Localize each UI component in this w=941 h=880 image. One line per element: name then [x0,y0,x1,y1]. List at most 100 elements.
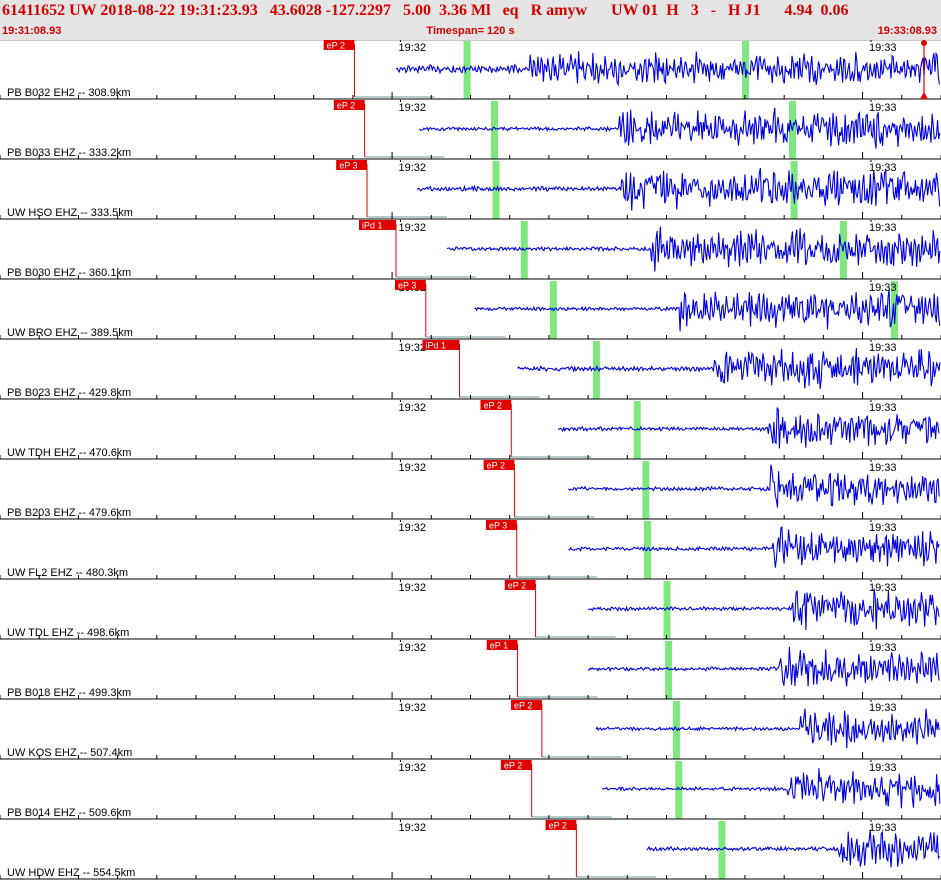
trace-row: 19:32 19:33 eP 2 UW TDH EHZ -- 470.6km [0,400,941,460]
minute-label: 19:33 [869,162,897,174]
pick-label-box [336,160,367,170]
minute-label: 19:32 [398,582,426,594]
minute-label: 19:33 [869,402,897,414]
station-label: UW TDL EHZ -- 498.6km [7,627,129,639]
s-window-marker [592,341,600,399]
minute-label: 19:33 [869,42,897,54]
station-label: PB B014 EHZ -- 509.6km [7,807,131,819]
s-window-marker [642,461,650,519]
trace-row: 19:32 19:33 eP 2 PB B033 EHZ -- 333.2km [0,100,941,160]
event-summary-line: 61411652 UW 2018-08-22 19:31:23.93 43.60… [2,2,849,19]
minute-label: 19:32 [398,702,426,714]
trace-row: 19:32 19:33 eP 2 PB B203 EHZ -- 479.6km [0,460,941,520]
waveform-trace [646,829,940,868]
trace-row: 19:32 19:33 eP 2 UW KOS EHZ -- 507.4km [0,700,941,760]
minute-label: 19:33 [869,822,897,834]
waveform-trace [416,167,941,211]
waveform-trace [568,525,940,568]
pick-label: eP 1 [490,641,508,651]
waveform-trace [517,348,941,389]
minute-label: 19:32 [398,462,426,474]
pick-label: eP 2 [487,461,505,471]
minute-label: 19:32 [398,42,426,54]
pick-label-box [545,820,577,830]
s-window-marker [491,101,499,159]
minute-label: 19:33 [869,102,897,114]
pick-label-box [359,220,397,230]
minute-label: 19:32 [398,342,426,354]
trace-row: 19:32 19:33 eP 3 UW FL2 EHZ -- 480.3km [0,520,941,580]
pick-label-box [480,400,512,410]
pick-label-box [323,40,355,50]
end-time-label: 19:33:08.93 [877,25,937,37]
minute-label: 19:32 [398,642,426,654]
waveform-trace [395,51,940,87]
pick-label-box [504,580,536,590]
waveform-trace [474,289,941,332]
s-window-marker [665,641,673,699]
s-window-marker [790,161,798,219]
minute-label: 19:33 [869,582,897,594]
pick-label-box [486,640,518,650]
trace-row: 19:32 19:33 eP 3 UW HSO EHZ -- 333.5km [0,160,941,220]
station-label: PB B033 EHZ -- 333.2km [7,147,131,159]
pick-label: eP 3 [398,281,416,291]
pick-label: eP 2 [327,41,345,51]
pick-label-box [511,700,542,710]
waveform-trace [419,107,941,149]
trace-row: 19:32 19:33 eP 2 PB B032 EH2 -- 308.9km [0,40,941,100]
trace-row: 19:32 19:33 eP 2 PB B014 EHZ -- 509.6km [0,760,941,820]
s-window-marker [663,581,671,639]
waveform-trace [587,646,940,687]
waveform-trace [446,226,941,272]
pick-label: iPd 1 [362,221,383,231]
trace-row: 19:32 19:33 eP 1 PB B018 EHZ -- 499.3km [0,640,941,700]
minute-label: 19:33 [869,702,897,714]
s-window-marker [633,401,641,459]
timespan-label: Timespan= 120 s [426,25,515,37]
station-label: UW KOS EHZ -- 507.4km [7,747,132,759]
trace-row: 19:32 19:33 eP 2 UW TDL EHZ -- 498.6km [0,580,941,640]
minute-label: 19:33 [869,222,897,234]
pick-label: eP 2 [504,761,522,771]
event-header: 61411652 UW 2018-08-22 19:31:23.93 43.60… [0,0,941,41]
minute-label: 19:33 [869,522,897,534]
waveform-trace [588,588,940,631]
station-label: UW HDW EHZ -- 554.5km [7,867,135,879]
s-window-marker [463,41,471,99]
pick-label-box [333,100,365,110]
pick-label: iPd 1 [426,341,447,351]
minute-label: 19:33 [869,462,897,474]
pick-label-box [422,340,460,350]
pick-label-box [500,760,532,770]
trace-row: 19:32 19:33 iPd 1 PB B023 EHZ -- 429.8km [0,340,941,400]
station-label: UW TDH EHZ -- 470.6km [7,447,131,459]
pick-label-box [485,520,517,530]
trace-row: 19:32 19:33 eP 2 UW HDW EHZ -- 554.5km [0,820,941,880]
end-marker-arrow [920,92,928,99]
minute-label: 19:33 [869,282,897,294]
minute-label: 19:32 [398,162,426,174]
waveform-trace [557,407,940,449]
pick-label-box [395,280,426,290]
station-label: UW HSO EHZ -- 333.5km [7,207,133,219]
minute-label: 19:32 [398,222,426,234]
waveform-trace [602,768,941,809]
minute-label: 19:33 [869,762,897,774]
minute-label: 19:32 [398,762,426,774]
minute-label: 19:32 [398,822,426,834]
waveform-trace [568,464,940,508]
minute-label: 19:33 [869,342,897,354]
pick-label: eP 2 [508,581,526,591]
pick-label: eP 3 [339,161,357,171]
minute-label: 19:32 [398,402,426,414]
station-label: PB B023 EHZ -- 429.8km [7,387,131,399]
minute-label: 19:32 [398,522,426,534]
pick-label: eP 2 [483,401,501,411]
s-window-marker [890,281,898,339]
pick-label: eP 2 [549,821,567,831]
station-label: PB B032 EH2 -- 308.9km [7,87,131,99]
start-time-label: 19:31:08.93 [2,25,62,37]
